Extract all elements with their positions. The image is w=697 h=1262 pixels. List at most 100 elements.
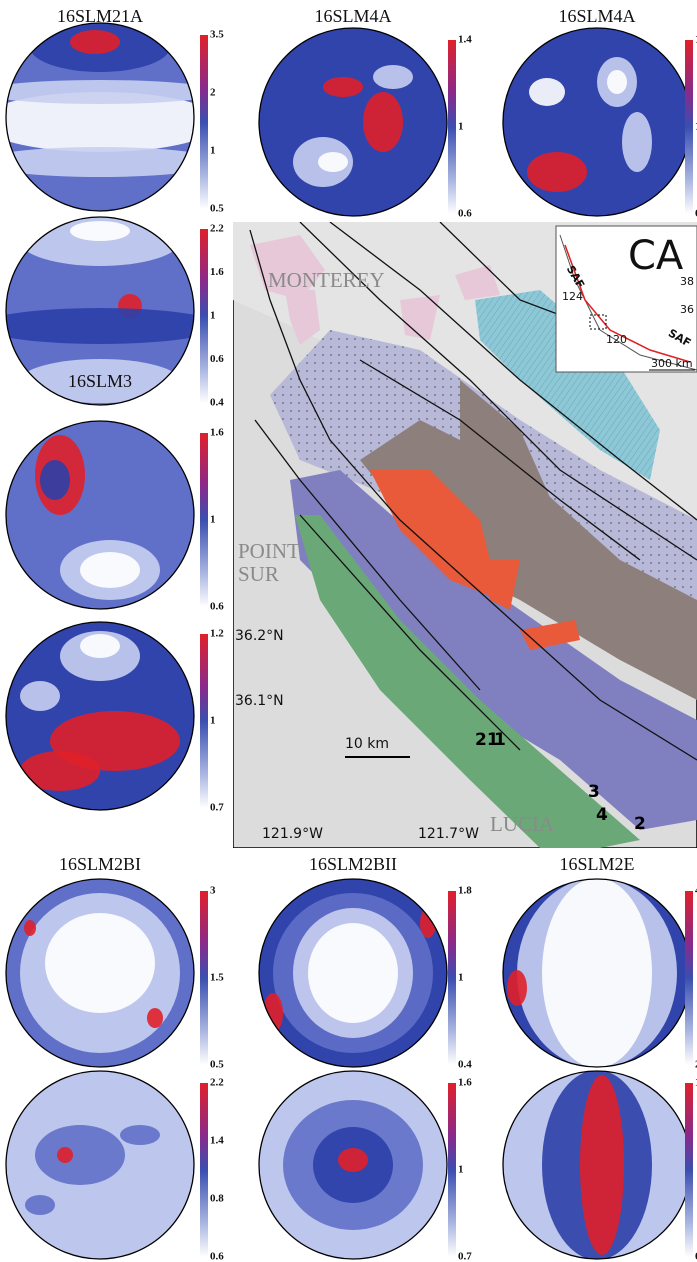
lon-label: 121.7°W xyxy=(418,826,479,842)
figure: MONTEREY POINT SUR LUCIA 36.2°N 36.1°N 1… xyxy=(0,0,697,1262)
contour xyxy=(25,1195,55,1215)
pole-figure: 16SLM21A 3.5 2 1 0.5 xyxy=(0,6,224,214)
contour xyxy=(70,221,130,241)
color-bar-label: 0.6 xyxy=(210,353,224,365)
pole-figure: 16SLM4A 1.4 1 0.6 xyxy=(258,6,472,219)
color-bar-label: 1.8 xyxy=(458,885,472,897)
color-bar-label: 0.4 xyxy=(210,397,224,409)
contour xyxy=(527,152,587,192)
pole-figure: 16SLM2BI 3 1.5 0.5 xyxy=(5,854,224,1070)
panel-title: 16SLM21A xyxy=(57,6,143,26)
color-bar-label: 0.8 xyxy=(210,1193,224,1205)
color-bar xyxy=(685,1083,693,1257)
site-label: 2 xyxy=(634,814,646,834)
contour xyxy=(57,1147,73,1163)
color-bar-label: 2 xyxy=(210,87,216,99)
color-bar-label: 0.7 xyxy=(210,802,224,814)
contour xyxy=(20,751,100,791)
contour xyxy=(24,920,36,936)
color-bar xyxy=(685,891,693,1065)
pole-figure: 1.6 1 0.7 xyxy=(258,1070,472,1262)
inset-lon: 124 xyxy=(562,290,583,303)
contour xyxy=(263,993,283,1033)
inset-scale: 300 km xyxy=(651,357,693,370)
place-label: SUR xyxy=(238,562,279,586)
contour xyxy=(147,1008,163,1028)
color-bar-label: 1.6 xyxy=(210,427,224,439)
color-bar-label: 1 xyxy=(458,121,464,133)
contour xyxy=(45,913,155,1013)
contour xyxy=(607,70,627,94)
color-bar-label: 1.2 xyxy=(210,628,224,640)
color-bar-label: 2.2 xyxy=(210,223,224,235)
color-bar-label: 2.2 xyxy=(210,1077,224,1089)
panel-title: 16SLM4A xyxy=(314,6,391,26)
contour xyxy=(80,552,140,588)
color-bar-label: 1 xyxy=(458,972,464,984)
contour xyxy=(580,1075,624,1255)
color-bar xyxy=(685,40,693,214)
contour xyxy=(308,923,398,1023)
pole-figure: 2.2 1.4 0.8 0.6 xyxy=(5,1070,224,1262)
color-bar-label: 0.5 xyxy=(210,203,224,215)
color-bar-label: 1.5 xyxy=(210,972,224,984)
color-bar-label: 0.4 xyxy=(458,1059,472,1071)
site-label: 1 xyxy=(494,730,506,750)
color-bar xyxy=(200,891,208,1065)
color-bar-label: 1 xyxy=(210,514,216,526)
pole-figure: 16SLM4A1.210.8 xyxy=(502,6,697,219)
contour xyxy=(323,77,363,97)
place-label: MONTEREY xyxy=(268,268,385,292)
pole-figure: 16SLM31.610.6 xyxy=(5,371,224,612)
color-bar-label: 1.6 xyxy=(458,1077,472,1089)
inset-lon: 120 xyxy=(606,333,627,346)
color-bar-label: 1 xyxy=(210,310,216,322)
contour xyxy=(318,152,348,172)
lat-label: 36.2°N xyxy=(235,628,284,644)
place-label: POINT xyxy=(238,539,300,563)
scale-label: 10 km xyxy=(345,736,389,752)
contour xyxy=(20,681,60,711)
contour xyxy=(363,92,403,152)
color-bar-label: 0.6 xyxy=(458,208,472,220)
color-bar-label: 1.4 xyxy=(210,1135,224,1147)
color-bar-label: 0.5 xyxy=(210,1059,224,1071)
color-bar-label: 0.6 xyxy=(210,1251,224,1262)
color-bar-label: 0.7 xyxy=(458,1251,472,1262)
place-label: LUCIA xyxy=(490,812,555,836)
color-bar xyxy=(200,634,208,808)
color-bar xyxy=(448,40,456,214)
contour xyxy=(40,460,70,500)
contour xyxy=(373,65,413,89)
color-bar-label: 3 xyxy=(210,885,216,897)
color-bar-label: 1 xyxy=(210,145,216,157)
geologic-map: MONTEREY POINT SUR LUCIA 36.2°N 36.1°N 1… xyxy=(233,222,697,848)
pole-figure: 1.2 1 0.7 xyxy=(5,621,224,814)
lon-label: 121.9°W xyxy=(262,826,323,842)
color-bar-label: 3.5 xyxy=(210,29,224,41)
color-bar-label: 1.4 xyxy=(458,34,472,46)
pole-figure: 10.4 xyxy=(502,1070,697,1262)
contour xyxy=(120,1125,160,1145)
contour xyxy=(80,634,120,658)
color-bar xyxy=(200,1083,208,1257)
panel-title: 16SLM3 xyxy=(68,371,132,391)
contour xyxy=(35,1125,125,1185)
color-bar xyxy=(200,229,208,403)
color-bar-label: 1 xyxy=(210,715,216,727)
contour xyxy=(420,908,436,938)
inset-lat: 38 xyxy=(680,275,694,288)
panel-title: 16SLM2BI xyxy=(59,854,141,874)
panel-title: 16SLM4A xyxy=(558,6,635,26)
contour xyxy=(507,970,527,1006)
color-bar-label: 1.6 xyxy=(210,266,224,278)
inset-lat: 36 xyxy=(680,303,694,316)
pole-figure: 16SLM2E42 xyxy=(502,854,697,1070)
site-label: 4 xyxy=(596,805,608,825)
color-bar-label: 1 xyxy=(458,1164,464,1176)
panel-title: 16SLM2E xyxy=(559,854,634,874)
lat-label: 36.1°N xyxy=(235,693,284,709)
color-bar xyxy=(448,891,456,1065)
site-label: 3 xyxy=(588,782,600,802)
